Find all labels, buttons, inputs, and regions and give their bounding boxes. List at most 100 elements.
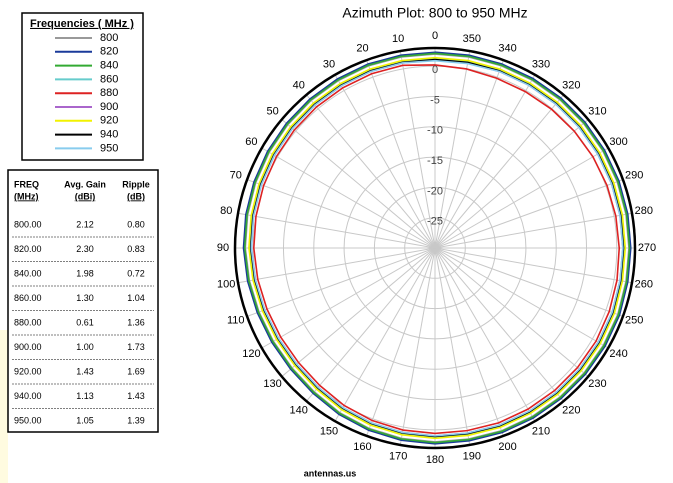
angle-tick-label: 170 — [389, 451, 407, 463]
ring-grid-line — [373, 186, 497, 310]
radial-tick-label: -10 — [427, 125, 443, 137]
spoke-grid-line — [306, 247, 436, 402]
ring-grid-line — [282, 95, 588, 401]
angle-tick-label: 160 — [353, 441, 371, 453]
spoke-grid-line — [434, 212, 633, 249]
table-cell: 940.00 — [14, 391, 42, 401]
table-cell: 880.00 — [14, 317, 42, 327]
spoke-grid-line — [434, 247, 609, 349]
angle-tick-label: 60 — [245, 136, 257, 148]
table-box — [7, 169, 159, 433]
legend-label: 940 — [100, 129, 118, 141]
angle-tick-label: 270 — [638, 242, 656, 254]
table-cell: 860.00 — [14, 293, 42, 303]
series-line — [243, 52, 631, 444]
table-cell: 1.73 — [127, 342, 145, 352]
angle-tick-label: 350 — [463, 33, 481, 45]
angle-tick-label: 260 — [635, 279, 653, 291]
ring-grid-line — [343, 156, 527, 340]
plot-lines — [242, 51, 632, 445]
legend-label: 950 — [100, 142, 118, 154]
table-header: Avg. Gain — [64, 179, 106, 189]
spoke-grid-line — [434, 119, 589, 249]
series-line — [248, 56, 627, 440]
angle-tick-label: 40 — [293, 80, 305, 92]
spoke-grid-line — [399, 50, 436, 249]
legend-label: 880 — [100, 87, 118, 99]
table-cell: 1.30 — [76, 293, 94, 303]
spoke-grid-line — [434, 94, 564, 249]
angle-tick-label: 280 — [635, 205, 653, 217]
angle-tick-label: 110 — [227, 314, 245, 326]
series-line — [242, 51, 632, 445]
polar-grid — [235, 48, 635, 448]
spoke-grid-line — [434, 247, 564, 402]
angle-tick-label: 140 — [290, 404, 308, 416]
radial-tick-label: -20 — [427, 185, 443, 197]
table-cell: 1.36 — [127, 317, 145, 327]
legend-label: 920 — [100, 115, 118, 127]
series-line — [250, 59, 624, 437]
ring-grid-line — [313, 126, 557, 370]
spoke-grid-line — [246, 179, 436, 249]
angle-tick-label: 180 — [426, 454, 444, 466]
series-line — [252, 64, 621, 435]
spoke-grid-line — [366, 247, 436, 437]
table-header: (MHz) — [14, 191, 39, 201]
spoke-grid-line — [434, 247, 624, 317]
spoke-grid-line — [434, 247, 504, 437]
table-cell: 0.80 — [127, 219, 145, 229]
plot-edge — [233, 46, 637, 450]
spoke-grid-line — [399, 247, 436, 446]
angle-tick-label: 90 — [217, 242, 229, 254]
angle-tick-label: 80 — [220, 205, 232, 217]
legend-label: 820 — [100, 46, 118, 58]
table-cell: 1.98 — [76, 268, 94, 278]
radial-tick-label: 0 — [432, 64, 438, 76]
angle-tick-label: 240 — [609, 348, 627, 360]
table-cell: 950.00 — [14, 415, 42, 425]
angle-tick-label: 10 — [392, 33, 404, 45]
angle-tick-label: 130 — [263, 378, 281, 390]
table-cell: 920.00 — [14, 366, 42, 376]
table-header: (dB) — [127, 191, 145, 201]
angle-tick-label: 250 — [625, 314, 643, 326]
table-cell: 2.12 — [76, 219, 94, 229]
table-header: (dBi) — [75, 191, 96, 201]
spoke-grid-line — [434, 247, 536, 422]
radial-tick-label: -5 — [430, 94, 440, 106]
angle-tick-label: 230 — [588, 378, 606, 390]
angle-tick-label: 120 — [242, 348, 260, 360]
spoke-grid-line — [434, 247, 633, 284]
table-cell: 900.00 — [14, 342, 42, 352]
legend-title: Frequencies ( MHz ) — [30, 18, 134, 30]
legend-label: 800 — [100, 32, 118, 44]
table-cell: 2.30 — [76, 244, 94, 254]
plot-labels: 0 10 20 30 40 50 60 70 80 90 100 110 120 130 140 150 160… — [217, 30, 656, 466]
table-cell: 1.13 — [76, 391, 94, 401]
angle-tick-label: 300 — [609, 136, 627, 148]
angle-tick-label: 200 — [498, 441, 516, 453]
angle-tick-label: 340 — [498, 43, 516, 55]
table-cell: 0.61 — [76, 317, 94, 327]
table-cell: 800.00 — [14, 219, 42, 229]
table-cell: 1.00 — [76, 342, 94, 352]
angle-tick-label: 190 — [463, 451, 481, 463]
radial-tick-label: -25 — [427, 216, 443, 228]
angle-tick-label: 50 — [266, 106, 278, 118]
angle-tick-label: 310 — [588, 106, 606, 118]
angle-tick-label: 150 — [320, 426, 338, 438]
spoke-grid-line — [261, 147, 436, 249]
spoke-grid-line — [281, 247, 436, 377]
angle-tick-label: 70 — [230, 169, 242, 181]
legend-label: 900 — [100, 101, 118, 113]
spoke-grid-line — [334, 247, 436, 422]
radial-tick-label: -15 — [427, 155, 443, 167]
spoke-grid-line — [434, 50, 471, 249]
angle-tick-label: 20 — [356, 43, 368, 55]
angle-tick-label: 100 — [217, 279, 235, 291]
legend-label: 840 — [100, 60, 118, 72]
ring-grid-line — [404, 217, 466, 279]
table-header: Ripple — [122, 179, 150, 189]
